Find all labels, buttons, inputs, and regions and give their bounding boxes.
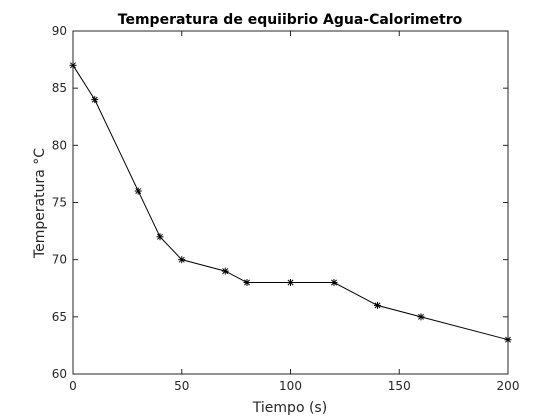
y-axis-label: Temperatura °C (32, 148, 48, 259)
x-tick-label: 200 (497, 379, 520, 393)
data-point (417, 313, 425, 321)
y-tick-label: 70 (52, 253, 67, 267)
x-tick-label: 50 (174, 379, 189, 393)
x-axis-label: Tiempo (s) (252, 400, 327, 416)
data-point (91, 96, 99, 104)
data-point (221, 267, 229, 275)
series-line (72, 65, 509, 341)
data-point (504, 336, 512, 344)
data-point (134, 187, 142, 195)
data-point (243, 279, 251, 287)
y-tick-label: 75 (52, 196, 67, 210)
x-tick-label: 100 (279, 379, 302, 393)
data-point (156, 233, 164, 241)
x-tick-label: 0 (69, 379, 77, 393)
x-tick-label: 150 (388, 379, 411, 393)
y-tick-label: 65 (52, 310, 67, 324)
data-point (287, 279, 294, 287)
data-point (330, 279, 338, 287)
series (69, 61, 512, 344)
y-tick-label: 60 (52, 367, 67, 381)
data-point (69, 61, 77, 69)
y-tick-label: 90 (52, 24, 67, 38)
y-tick-label: 85 (52, 81, 67, 95)
y-tick-label: 80 (52, 138, 67, 152)
chart-title: Temperatura de equiibrio Agua-Calorimetr… (118, 12, 463, 28)
axes: 0 50 100 150 200 60 65 70 75 80 85 90 (52, 24, 520, 393)
data-point (374, 301, 381, 309)
data-point (178, 256, 186, 264)
